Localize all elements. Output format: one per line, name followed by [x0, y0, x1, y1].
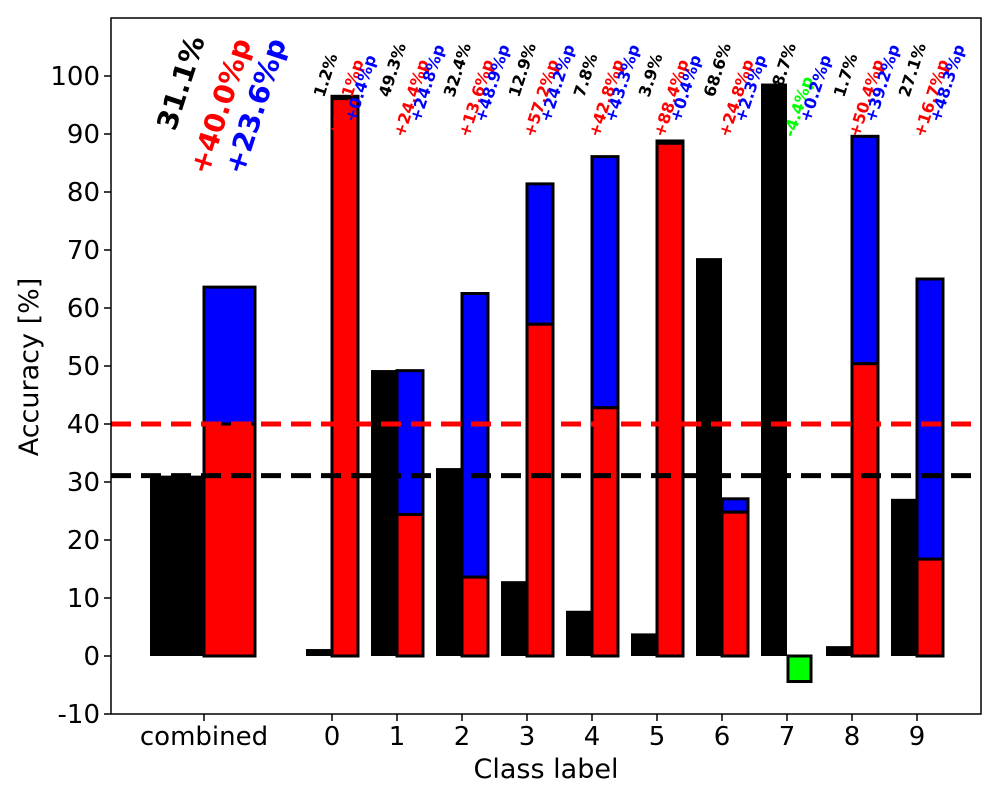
y-tick-label: 100	[50, 62, 100, 92]
class-6-baseline-bar	[696, 258, 722, 656]
y-tick-label: 10	[67, 584, 100, 614]
x-tick-label-combined: combined	[140, 722, 268, 752]
class-9-method-a-bar	[915, 557, 945, 658]
y-axis: -10 0 10 20 30 40 50 60 70 80 90 100	[50, 62, 111, 730]
x-axis: combined 0 1 2 3 4 5 6 7 8 9	[140, 714, 925, 752]
class-2-method-b-bar	[460, 292, 490, 579]
class-3-method-b-bar	[525, 182, 555, 326]
class-8-baseline-bar	[826, 646, 852, 656]
class-8-method-a-bar	[850, 362, 880, 658]
plot-area	[110, 17, 982, 715]
x-tick-label-6: 6	[714, 722, 731, 752]
x-tick-label-5: 5	[649, 722, 666, 752]
class-0-method-a-bar	[330, 97, 360, 658]
y-tick-label: 70	[67, 236, 100, 266]
class-1-baseline-bar	[371, 370, 397, 656]
x-tick-label-7: 7	[779, 722, 796, 752]
class-1-method-a-bar	[395, 512, 425, 658]
x-tick-label-8: 8	[844, 722, 861, 752]
class-7-baseline-bar	[761, 83, 787, 657]
y-tick-label: 20	[67, 526, 100, 556]
class-7-method-a-bar	[786, 654, 813, 684]
class-6-method-a-bar	[720, 510, 750, 658]
class-2-baseline-bar	[436, 468, 462, 656]
class-8-method-b-bar	[850, 134, 880, 366]
x-tick-label-1: 1	[389, 722, 406, 752]
class-6-method-b-bar	[720, 497, 750, 514]
x-tick-label-2: 2	[454, 722, 471, 752]
y-tick-label: 90	[67, 120, 100, 150]
class-4-method-b-bar	[590, 155, 620, 410]
class-3-method-a-bar	[525, 322, 555, 658]
y-tick-label: 40	[67, 410, 100, 440]
y-tick-label: 80	[67, 178, 100, 208]
class-9-method-b-bar	[915, 277, 945, 561]
combined-method-a-bar	[202, 422, 257, 658]
class-1-method-b-bar	[395, 369, 425, 516]
class-5-baseline-bar	[631, 633, 657, 656]
class-5-method-a-bar	[655, 141, 685, 658]
x-tick-label-0: 0	[324, 722, 341, 752]
y-tick-label: 0	[83, 642, 100, 672]
x-tick-label-3: 3	[519, 722, 536, 752]
y-axis-label: Accuracy [%]	[14, 278, 45, 457]
y-tick-label: 50	[67, 352, 100, 382]
y-tick-label: -10	[58, 700, 100, 730]
class-3-baseline-bar	[501, 581, 527, 656]
combined-baseline-bar	[150, 475, 204, 656]
x-axis-label: Class label	[474, 754, 619, 785]
class-4-method-a-bar	[590, 406, 620, 658]
x-tick-label-9: 9	[909, 722, 926, 752]
class-2-method-a-bar	[460, 575, 490, 658]
y-tick-label: 60	[67, 294, 100, 324]
class-0-baseline-bar	[306, 649, 332, 656]
class-9-baseline-bar	[891, 498, 917, 656]
y-tick-label: 30	[67, 468, 100, 498]
class-4-baseline-bar	[566, 610, 592, 656]
x-tick-label-4: 4	[584, 722, 601, 752]
